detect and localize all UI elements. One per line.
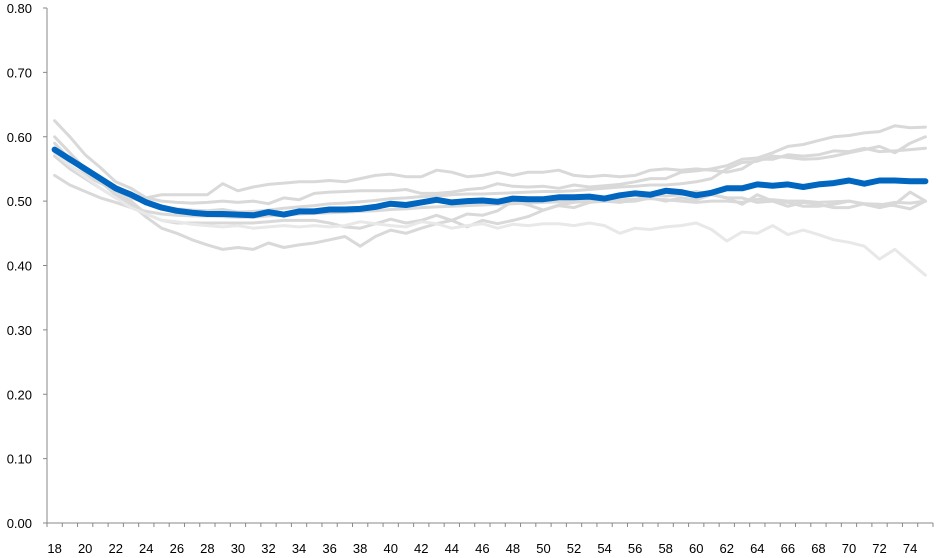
x-tick-label: 52 bbox=[567, 541, 581, 556]
y-tick-label: 0.30 bbox=[7, 323, 32, 338]
x-tick-label: 48 bbox=[506, 541, 520, 556]
background-series-line-6 bbox=[53, 154, 927, 251]
x-tick-label: 22 bbox=[109, 541, 123, 556]
y-axis-tick-labels: 0.00 0.10 0.20 0.30 0.40 0.50 0.60 0.70 0.80 bbox=[7, 1, 32, 531]
x-tick-label: 24 bbox=[139, 541, 153, 556]
y-tick-label: 0.00 bbox=[7, 516, 32, 531]
axes bbox=[43, 7, 934, 527]
x-axis-tick-labels: 18 20 22 24 26 28 30 32 34 36 38 40 42 44 46 48 50 52 54 56… bbox=[47, 541, 917, 556]
x-tick-label: 58 bbox=[658, 541, 672, 556]
x-tick-label: 68 bbox=[811, 541, 825, 556]
x-tick-label: 50 bbox=[536, 541, 550, 556]
x-tick-label: 40 bbox=[383, 541, 397, 556]
x-tick-label: 30 bbox=[231, 541, 245, 556]
x-tick-label: 26 bbox=[170, 541, 184, 556]
highlight-series-line bbox=[51, 146, 929, 219]
x-tick-label: 18 bbox=[47, 541, 61, 556]
y-tick-label: 0.10 bbox=[7, 452, 32, 467]
x-tick-label: 54 bbox=[597, 541, 611, 556]
x-tick-label: 70 bbox=[842, 541, 856, 556]
background-series-line-2 bbox=[53, 141, 927, 200]
x-tick-label: 64 bbox=[750, 541, 764, 556]
background-series-line-7 bbox=[53, 151, 927, 277]
background-series-line-5 bbox=[53, 135, 927, 230]
x-tick-label: 72 bbox=[872, 541, 886, 556]
x-tick-label: 38 bbox=[353, 541, 367, 556]
x-tick-label: 66 bbox=[781, 541, 795, 556]
x-tick-label: 56 bbox=[628, 541, 642, 556]
y-tick-label: 0.60 bbox=[7, 130, 32, 145]
x-tick-label: 62 bbox=[720, 541, 734, 556]
y-tick-label: 0.50 bbox=[7, 194, 32, 209]
y-tick-label: 0.70 bbox=[7, 65, 32, 80]
y-tick-label: 0.20 bbox=[7, 387, 32, 402]
background-series-line-1 bbox=[53, 119, 927, 206]
x-tick-label: 32 bbox=[261, 541, 275, 556]
x-tick-label: 36 bbox=[322, 541, 336, 556]
y-tick-label: 0.80 bbox=[7, 1, 32, 16]
x-tick-label: 74 bbox=[903, 541, 917, 556]
x-tick-label: 46 bbox=[475, 541, 489, 556]
x-tick-label: 42 bbox=[414, 541, 428, 556]
series-layer bbox=[51, 119, 929, 277]
x-tick-label: 44 bbox=[445, 541, 459, 556]
x-tick-label: 60 bbox=[689, 541, 703, 556]
x-tick-label: 28 bbox=[200, 541, 214, 556]
y-tick-label: 0.40 bbox=[7, 259, 32, 274]
x-tick-label: 34 bbox=[292, 541, 306, 556]
x-tick-label: 20 bbox=[78, 541, 92, 556]
